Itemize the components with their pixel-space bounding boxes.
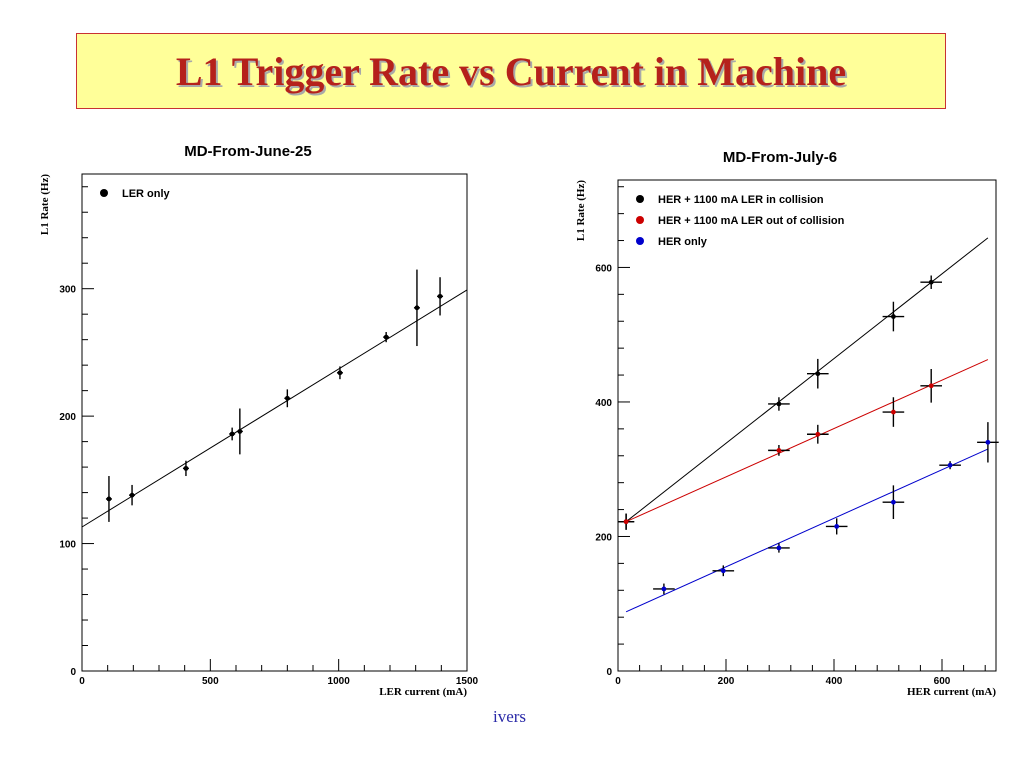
- data-point: [337, 370, 343, 376]
- y-tick-label: 200: [59, 412, 76, 423]
- data-point: [891, 409, 896, 415]
- data-point: [815, 371, 821, 377]
- data-point: [947, 462, 953, 468]
- y-tick-label: 300: [59, 285, 76, 296]
- legend-marker: [100, 189, 108, 197]
- fit-line: [625, 237, 989, 523]
- y-tick-label: 0: [606, 667, 612, 678]
- data-point: [661, 586, 667, 592]
- fit-line: [625, 448, 989, 613]
- legend-label: HER + 1100 mA LER in collision: [658, 194, 824, 206]
- legend-label: LER only: [122, 188, 171, 200]
- x-tick-label: 0: [615, 676, 621, 687]
- chart-title: MD-From-June-25: [184, 143, 312, 160]
- data-point: [891, 314, 896, 319]
- y-axis-label: L1 Rate (Hz): [39, 174, 51, 235]
- data-point: [720, 568, 726, 574]
- data-point: [437, 293, 443, 299]
- x-axis-label: HER current (mA): [907, 686, 996, 698]
- fit-line: [81, 289, 468, 528]
- y-tick-label: 600: [595, 263, 612, 274]
- data-point: [891, 499, 896, 505]
- data-point: [183, 465, 189, 471]
- data-point: [834, 523, 840, 529]
- x-axis-label: LER current (mA): [379, 686, 467, 698]
- x-tick-label: 400: [826, 676, 843, 687]
- chart-title: MD-From-July-6: [723, 149, 837, 166]
- fit-line: [625, 359, 989, 523]
- data-point: [106, 496, 112, 502]
- data-point: [928, 383, 934, 389]
- legend-marker: [636, 216, 644, 224]
- data-point: [229, 431, 235, 437]
- legend-marker: [636, 195, 644, 203]
- y-tick-label: 100: [59, 540, 76, 551]
- legend-marker: [636, 237, 644, 245]
- data-point: [928, 279, 934, 285]
- footer-text: ivers: [493, 707, 527, 726]
- data-point: [815, 431, 821, 437]
- data-point: [776, 545, 782, 551]
- data-point: [414, 305, 420, 311]
- x-tick-label: 600: [934, 676, 951, 687]
- data-point: [776, 401, 782, 407]
- data-point: [985, 439, 991, 445]
- x-tick-label: 500: [202, 676, 219, 687]
- slide-title-box: L1 Trigger Rate vs Current in Machine: [76, 33, 946, 109]
- data-point: [129, 492, 135, 498]
- slide-title: L1 Trigger Rate vs Current in Machine: [175, 48, 847, 94]
- chart-june-25: MD-From-June-25 0 500 1000 1500 0 100 200 300 LER…: [39, 143, 479, 698]
- data-point: [623, 519, 629, 525]
- y-axis-label: L1 Rate (Hz): [575, 180, 587, 241]
- y-tick-label: 0: [70, 667, 76, 678]
- x-tick-label: 1500: [456, 676, 479, 687]
- x-tick-label: 1000: [328, 676, 351, 687]
- data-point: [776, 447, 782, 453]
- plot-frame: [81, 173, 468, 672]
- y-tick-label: 200: [595, 532, 612, 543]
- legend-label: HER only: [658, 236, 708, 248]
- data-point: [284, 395, 290, 401]
- plot-frame: [617, 179, 997, 672]
- y-tick-label: 400: [595, 398, 612, 409]
- data-point: [383, 334, 389, 340]
- x-tick-label: 200: [718, 676, 735, 687]
- data-point: [237, 429, 243, 434]
- x-tick-label: 0: [79, 676, 85, 687]
- legend-label: HER + 1100 mA LER out of collision: [658, 215, 845, 227]
